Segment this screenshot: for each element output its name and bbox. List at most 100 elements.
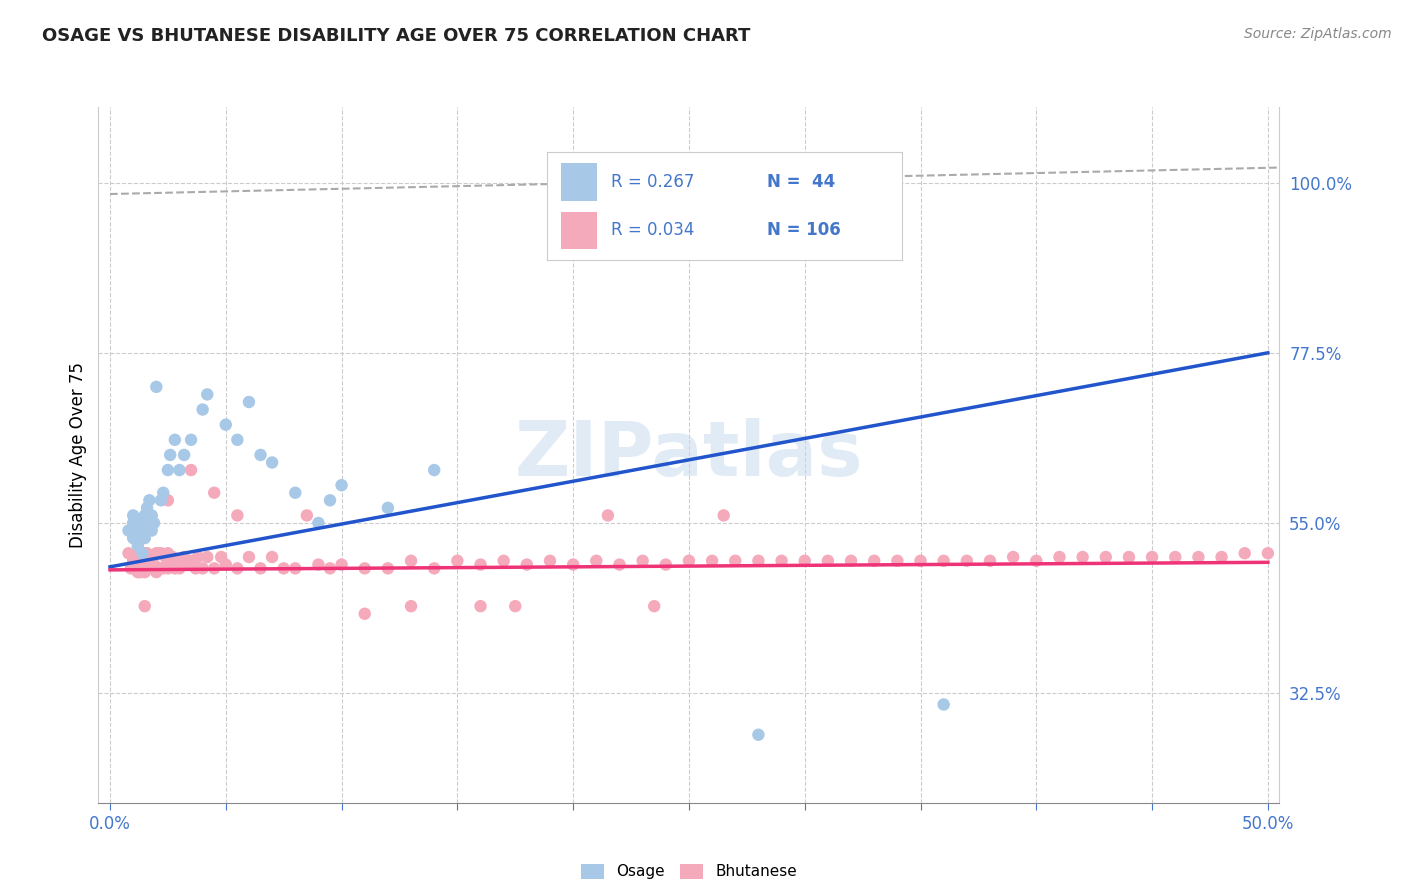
Point <box>1257 546 1279 560</box>
Point <box>120 561 142 575</box>
Point <box>1211 549 1233 564</box>
Point <box>141 524 163 538</box>
Point <box>609 558 631 572</box>
Point <box>503 599 526 614</box>
Text: OSAGE VS BHUTANESE DISABILITY AGE OVER 75 CORRELATION CHART: OSAGE VS BHUTANESE DISABILITY AGE OVER 7… <box>42 27 751 45</box>
Point <box>148 561 170 575</box>
Point <box>173 448 195 462</box>
Point <box>143 516 166 530</box>
Point <box>209 549 232 564</box>
Point <box>152 485 174 500</box>
Point <box>127 546 149 560</box>
Point <box>330 478 353 492</box>
Point <box>134 599 156 614</box>
Point <box>156 493 179 508</box>
Text: R = 0.267: R = 0.267 <box>612 173 695 192</box>
Point <box>631 554 654 568</box>
Point <box>122 549 145 564</box>
Point <box>793 554 815 568</box>
Point <box>238 549 260 564</box>
Point <box>770 554 793 568</box>
Point <box>195 387 218 401</box>
Point <box>138 554 160 568</box>
Point <box>136 561 159 575</box>
Point <box>1140 549 1163 564</box>
Point <box>284 561 307 575</box>
Point <box>195 549 218 564</box>
Point <box>886 554 908 568</box>
Point <box>399 599 422 614</box>
Point <box>910 554 932 568</box>
Point <box>353 561 375 575</box>
Point <box>173 549 195 564</box>
Point <box>596 508 619 523</box>
Point <box>134 546 156 560</box>
Point <box>134 531 156 545</box>
Point <box>423 561 446 575</box>
Text: R = 0.034: R = 0.034 <box>612 221 695 239</box>
Point <box>141 549 163 564</box>
Point <box>932 698 955 712</box>
Point <box>202 561 225 575</box>
Point <box>145 565 167 579</box>
Point <box>117 524 139 538</box>
Point <box>700 554 723 568</box>
Point <box>330 558 353 572</box>
Point <box>166 554 188 568</box>
Point <box>215 558 238 572</box>
Point <box>956 554 979 568</box>
Point <box>136 500 159 515</box>
Text: ZIPatlas: ZIPatlas <box>515 418 863 491</box>
Point <box>492 554 515 568</box>
Point <box>138 516 160 530</box>
Point <box>191 402 214 417</box>
Point <box>319 561 342 575</box>
Point <box>1049 549 1071 564</box>
Point <box>176 558 198 572</box>
Point <box>226 508 249 523</box>
Point <box>643 599 665 614</box>
Point <box>470 599 492 614</box>
Point <box>724 554 747 568</box>
Point <box>399 554 422 568</box>
Point <box>202 485 225 500</box>
Point <box>159 558 181 572</box>
Point <box>1025 554 1047 568</box>
Point <box>319 493 342 508</box>
Point <box>156 561 179 575</box>
Bar <box>561 211 596 250</box>
Point <box>122 508 145 523</box>
Point <box>1118 549 1140 564</box>
Point <box>377 500 399 515</box>
Text: N = 106: N = 106 <box>766 221 841 239</box>
Point <box>156 463 179 477</box>
Point <box>138 493 160 508</box>
Point <box>127 539 149 553</box>
Point <box>226 561 249 575</box>
Point <box>585 554 607 568</box>
Point <box>134 508 156 523</box>
Point <box>817 554 839 568</box>
Point <box>149 493 172 508</box>
Text: N =  44: N = 44 <box>766 173 835 192</box>
Point <box>155 549 177 564</box>
Point <box>747 728 769 742</box>
Point <box>131 561 153 575</box>
Point <box>134 516 156 530</box>
Point <box>149 546 172 560</box>
Point <box>470 558 492 572</box>
Point <box>307 516 329 530</box>
Point <box>129 549 152 564</box>
Text: Source: ZipAtlas.com: Source: ZipAtlas.com <box>1244 27 1392 41</box>
Point <box>377 561 399 575</box>
Point <box>307 558 329 572</box>
Point <box>180 433 202 447</box>
Point <box>127 565 149 579</box>
Point <box>249 448 271 462</box>
Point <box>226 433 249 447</box>
Point <box>184 561 207 575</box>
Point <box>156 546 179 560</box>
Point <box>136 524 159 538</box>
Point <box>191 561 214 575</box>
Point <box>713 508 735 523</box>
